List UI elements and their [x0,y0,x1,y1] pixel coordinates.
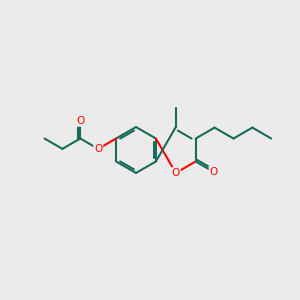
Text: O: O [94,144,102,154]
Text: O: O [172,168,180,178]
Text: O: O [209,167,218,177]
Text: O: O [76,116,84,126]
